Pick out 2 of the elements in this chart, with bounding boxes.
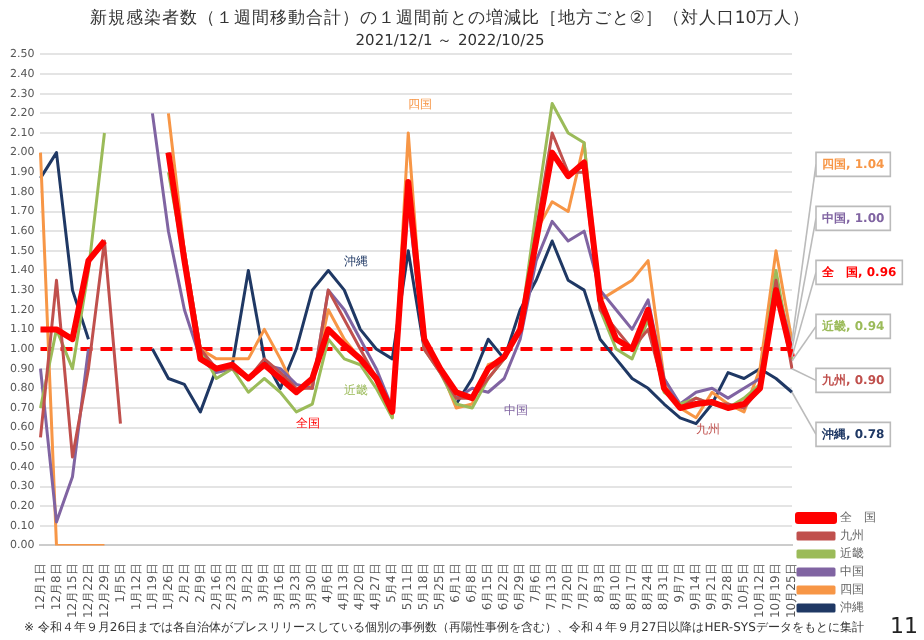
text: 11 bbox=[890, 612, 918, 639]
chart-title: 新規感染者数（１週間移動合計）の１週間前との増減比［地方ごと②］（対人口10万人） bbox=[89, 6, 811, 29]
